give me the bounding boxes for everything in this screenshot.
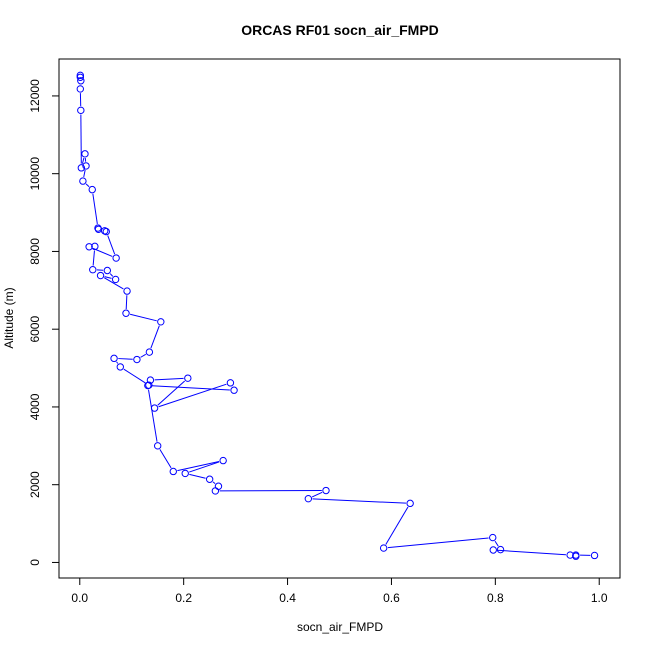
series-segment [118,358,133,360]
y-axis-label: Altitude (m) [2,287,16,348]
series-segment [151,385,230,391]
series-segment [83,169,86,178]
data-point [77,164,86,172]
series-segment [92,193,98,225]
series-segment [125,295,128,310]
data-point [116,363,124,371]
series-segment [387,537,489,549]
data-point [122,309,130,317]
data-point [489,546,497,554]
data-point [322,486,330,495]
series-segment [497,549,566,556]
data-point [76,85,84,93]
data-point [79,177,87,185]
data-point [145,348,154,356]
data-point [181,469,189,478]
series-segment [92,250,95,266]
y-tick-label: 2000 [28,471,42,498]
x-tick-label: 0.6 [383,591,400,605]
series-segment [157,380,186,406]
series-segment [177,461,220,472]
data-point [489,533,497,542]
series-segment [159,449,172,469]
y-tick-label: 4000 [28,393,42,420]
series-group [76,71,599,560]
data-point [82,162,90,170]
data-point [102,227,110,236]
series-segment [107,235,116,255]
data-point [184,374,192,382]
x-axis-label: socn_air_FMPD [297,620,383,634]
data-point [496,545,505,554]
series-segment [81,157,85,164]
data-point [96,271,105,280]
data-point [157,318,165,326]
data-point [150,404,159,412]
series-segment [311,491,323,498]
series-segment [129,313,157,322]
data-point [214,482,223,490]
data-point [81,150,89,158]
data-point [566,551,574,559]
data-point [226,379,235,387]
x-tick-label: 0.8 [487,591,504,605]
series-segment [85,183,90,188]
series-segment [189,473,206,479]
data-point [85,243,93,251]
data-point [110,354,118,363]
series-segment [148,389,158,442]
data-point [379,544,388,552]
data-point [572,551,580,559]
series-segment [150,325,160,349]
data-point [211,487,220,495]
data-point [406,499,414,508]
series-segment [158,383,227,408]
series-segment [103,277,124,290]
y-tick-label: 10000 [28,157,42,191]
x-tick-label: 0.2 [175,591,192,605]
data-point [77,77,85,85]
series-segment [189,461,220,473]
data-point [103,266,112,275]
data-point [169,467,177,476]
data-point [91,242,99,251]
data-point [77,106,85,115]
series-segment [385,506,409,545]
y-tick-label: 8000 [28,238,42,265]
x-axis: 0.0 0.2 0.4 0.6 0.8 1.0 [71,577,608,605]
data-point [133,355,141,364]
data-point [88,185,96,194]
data-point [112,254,120,262]
x-tick-label: 1.0 [591,591,608,605]
data-point [111,275,120,284]
series-segment [123,368,146,384]
data-point [153,442,162,450]
data-point [76,71,84,80]
x-tick-label: 0.0 [71,591,88,605]
data-point [205,475,214,483]
y-tick-label: 0 [28,559,42,566]
y-axis: 0 2000 4000 6000 8000 10000 12000 [28,79,60,566]
series-segment [312,498,406,504]
chart-title: ORCAS RF01 socn_air_FMPD [241,22,439,38]
data-point [304,494,313,503]
series-segment [104,276,112,279]
series-segment [154,377,184,381]
data-point [89,266,97,274]
data-point [123,287,131,295]
series-segment [116,361,119,364]
data-point [590,551,599,560]
series-segment [109,273,114,277]
data-point [144,381,152,390]
series-segment [140,353,147,358]
data-point [230,386,238,394]
data-point [219,456,227,465]
y-tick-label: 12000 [28,79,42,113]
x-tick-label: 0.4 [279,591,296,605]
y-tick-label: 6000 [28,316,42,343]
data-point [76,73,84,81]
series-segment [212,481,216,485]
series-segment [494,540,499,547]
